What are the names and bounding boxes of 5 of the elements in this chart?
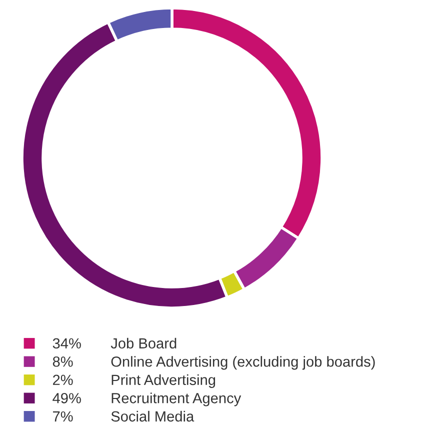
legend-label: 2% Print Advertising	[53, 374, 216, 388]
legend-label: 7% Social Media	[53, 410, 194, 422]
legend-label: 34% Job Board	[52, 338, 176, 349]
legend-label: 8% Online Advertising (excluding job boards)	[52, 356, 375, 370]
legend-label: 49% Recruitment Agency	[52, 392, 242, 406]
